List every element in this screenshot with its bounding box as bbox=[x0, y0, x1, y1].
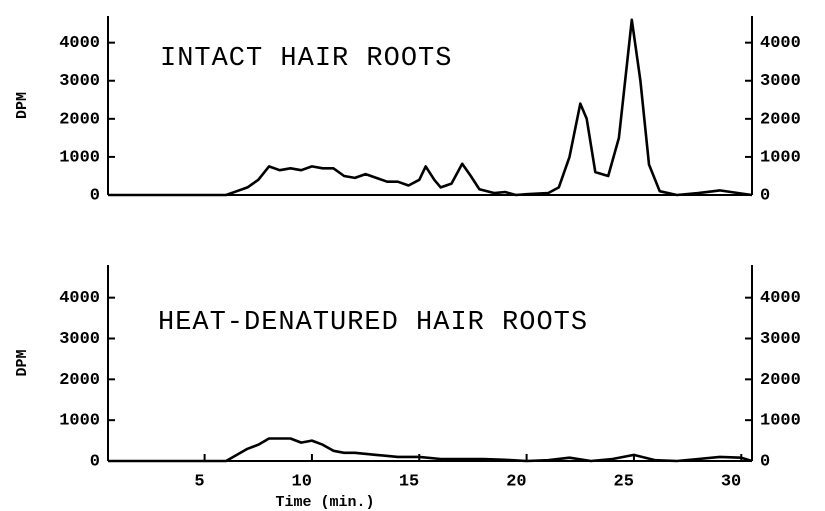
y-tick-label: 1000 bbox=[59, 412, 100, 431]
y2-tick-label: 2000 bbox=[760, 110, 801, 129]
x-tick-label: 25 bbox=[614, 472, 634, 491]
x-tick-label: 10 bbox=[292, 472, 312, 491]
y-tick-label: 3000 bbox=[59, 330, 100, 349]
y2-tick-label: 3000 bbox=[760, 72, 801, 91]
y-tick-label: 4000 bbox=[59, 289, 100, 308]
y-tick-label: 1000 bbox=[59, 148, 100, 167]
y2-tick-label: 0 bbox=[760, 452, 770, 471]
x-tick-label: 20 bbox=[506, 472, 526, 491]
y-axis-label: DPM bbox=[14, 92, 31, 119]
y-tick-label: 4000 bbox=[59, 34, 100, 53]
y-axis-label: DPM bbox=[14, 349, 31, 376]
x-tick-label: 15 bbox=[399, 472, 419, 491]
y2-tick-label: 4000 bbox=[760, 289, 801, 308]
panel-title: INTACT HAIR ROOTS bbox=[160, 44, 452, 74]
y2-tick-label: 2000 bbox=[760, 371, 801, 390]
y2-tick-label: 4000 bbox=[760, 34, 801, 53]
y2-tick-label: 3000 bbox=[760, 330, 801, 349]
x-tick-label: 5 bbox=[194, 472, 204, 491]
panel-title: HEAT-DENATURED HAIR ROOTS bbox=[158, 308, 588, 338]
y-tick-label: 0 bbox=[90, 186, 100, 205]
y-tick-label: 0 bbox=[90, 452, 100, 471]
y2-tick-label: 1000 bbox=[760, 412, 801, 431]
y-tick-label: 2000 bbox=[59, 371, 100, 390]
y2-tick-label: 1000 bbox=[760, 148, 801, 167]
y-tick-label: 2000 bbox=[59, 110, 100, 129]
data-line bbox=[108, 437, 753, 463]
y2-tick-label: 0 bbox=[760, 186, 770, 205]
x-axis-label: Time (min.) bbox=[275, 494, 374, 511]
x-tick-label: 30 bbox=[721, 472, 741, 491]
data-line bbox=[108, 18, 753, 197]
y-tick-label: 3000 bbox=[59, 72, 100, 91]
